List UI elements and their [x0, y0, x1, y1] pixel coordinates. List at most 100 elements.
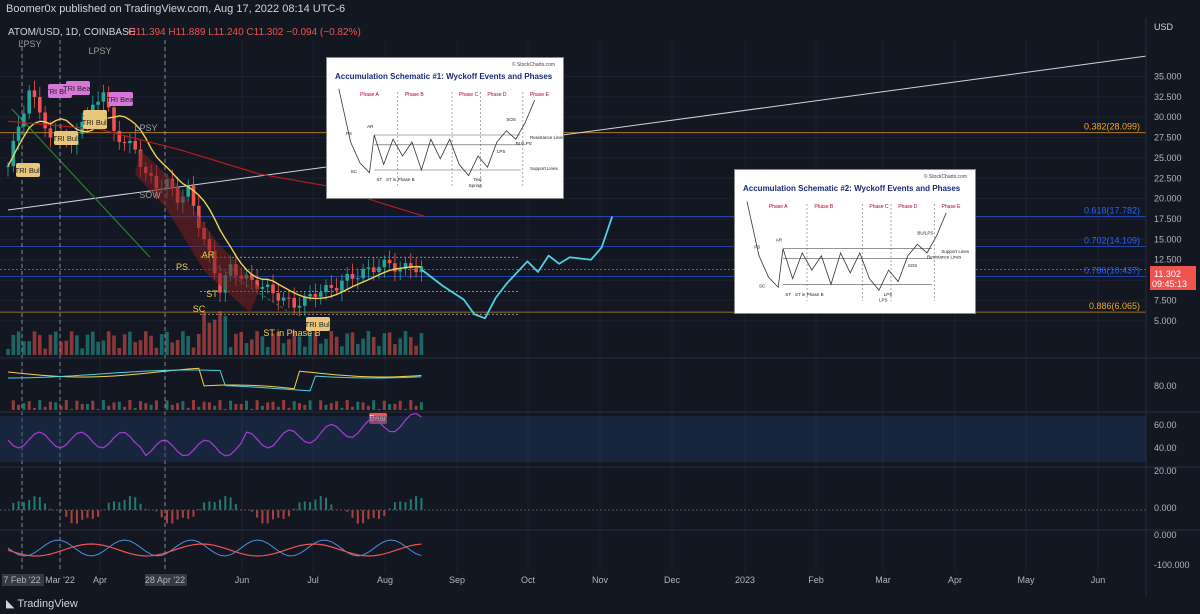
schematic-label: PS [754, 245, 760, 250]
osc-bar [346, 510, 349, 512]
schematic-label: SOS [908, 263, 918, 268]
signal-label: TRI Bull [82, 118, 109, 127]
volume-bar [212, 319, 217, 355]
candle-body [287, 297, 291, 299]
osc-bar [181, 510, 184, 518]
osc-bar [404, 502, 407, 510]
pane1-bar [345, 400, 349, 410]
pane1-bar [298, 403, 301, 410]
volume-bar [313, 332, 318, 355]
wyckoff-label: AR [202, 250, 215, 260]
schematic-label: Support Lines [530, 166, 559, 171]
osc-bar [272, 510, 274, 520]
osc-bar [91, 510, 94, 519]
osc-bar [266, 510, 269, 524]
volume-bar [53, 331, 58, 355]
candle-body [324, 284, 328, 293]
osc-bar [171, 510, 174, 524]
schematic-1-diagram: Phase A Phase B Phase C Phase D Phase E PS AR S… [338, 88, 563, 188]
x-tick-label: 2023 [735, 575, 755, 585]
pane1-bar [154, 400, 158, 410]
indicator-tick-label: 60.00 [1154, 420, 1177, 430]
pane1-bar [245, 400, 248, 410]
osc-bar [65, 510, 68, 517]
wyckoff-label: PS [176, 262, 188, 272]
volume-bar [419, 333, 424, 355]
osc-bar [33, 496, 36, 510]
volume-bar [149, 335, 153, 355]
y-tick-label: 12.500 [1154, 255, 1182, 265]
pane1-bar [213, 405, 217, 410]
pane1-bar [419, 402, 423, 410]
pane1-bar [276, 406, 280, 410]
moving-averages [7, 115, 426, 313]
volume-bar [340, 346, 344, 355]
candle-body [265, 284, 270, 287]
price-badge [1150, 266, 1196, 290]
volume-bar [377, 345, 381, 355]
pane1-bar [409, 400, 413, 410]
pane1-bar [239, 403, 243, 410]
candle-body [191, 185, 196, 206]
signal-box [306, 317, 330, 331]
osc-bar [128, 496, 131, 510]
osc-bar [86, 510, 89, 518]
schematic-label: ST [785, 292, 791, 297]
pane1-bar [340, 407, 344, 410]
pane1-bar [202, 401, 206, 410]
osc-bar [123, 499, 126, 510]
tradingview-logo: ◣ TradingView [6, 597, 78, 610]
volume-bar [371, 336, 376, 355]
pane1-bar [11, 400, 15, 410]
schematic-price-path [338, 88, 536, 177]
volume-bar [197, 334, 201, 355]
wyckoff-label: ST in Phase B [263, 328, 320, 338]
pane1-bar [64, 400, 68, 410]
volume-bar [207, 322, 212, 355]
volume-bar [308, 333, 312, 355]
pane1-bar [186, 407, 190, 410]
pane1-bar [149, 404, 153, 410]
phase-label: Phase D [487, 92, 507, 98]
osc-bar [97, 510, 100, 517]
pane1-bar [377, 408, 381, 410]
osc-bar [107, 502, 110, 510]
osc-bar [224, 496, 227, 510]
pane1-bar [372, 400, 376, 410]
schematic-label: LPS [879, 298, 888, 303]
pane1-bar [218, 400, 222, 410]
projection-line [420, 216, 614, 320]
x-tick-label: Oct [521, 575, 536, 585]
volume-bar [356, 343, 360, 355]
volume-bar [32, 331, 37, 355]
phase-label: Phase B [814, 204, 834, 210]
schematic-label: SC [759, 283, 766, 288]
phase-label: Phase C [459, 92, 479, 98]
candle-body [313, 294, 318, 297]
signal-box [54, 131, 78, 145]
candle-body [122, 142, 127, 144]
candle-body [22, 113, 26, 127]
volume-bar [154, 347, 159, 355]
candle-body [414, 268, 418, 273]
osc-bar [187, 510, 190, 519]
signal-box [83, 115, 107, 129]
pane1-bar [382, 400, 386, 410]
volume-bar [75, 335, 79, 355]
volume-bar [144, 331, 148, 355]
schematic-label: SOS [506, 117, 516, 122]
volume-bar [170, 342, 175, 355]
osc-bar [356, 510, 359, 524]
osc-bar [293, 508, 296, 510]
volume-bar [16, 331, 21, 355]
osc-bar [208, 501, 211, 510]
volume-bar [303, 346, 307, 355]
volume-bar [350, 332, 355, 355]
osc-bar [197, 509, 200, 510]
price-chart[interactable]: 0.382(28.099) 0.618(17.782) 0.702(14.109) 0… [0, 18, 1200, 596]
osc-bar [166, 510, 168, 524]
pane1-bar [192, 400, 195, 410]
y-tick-label: 30.000 [1154, 112, 1182, 122]
green-arrow-line [11, 108, 151, 258]
volume-bar [297, 336, 302, 355]
